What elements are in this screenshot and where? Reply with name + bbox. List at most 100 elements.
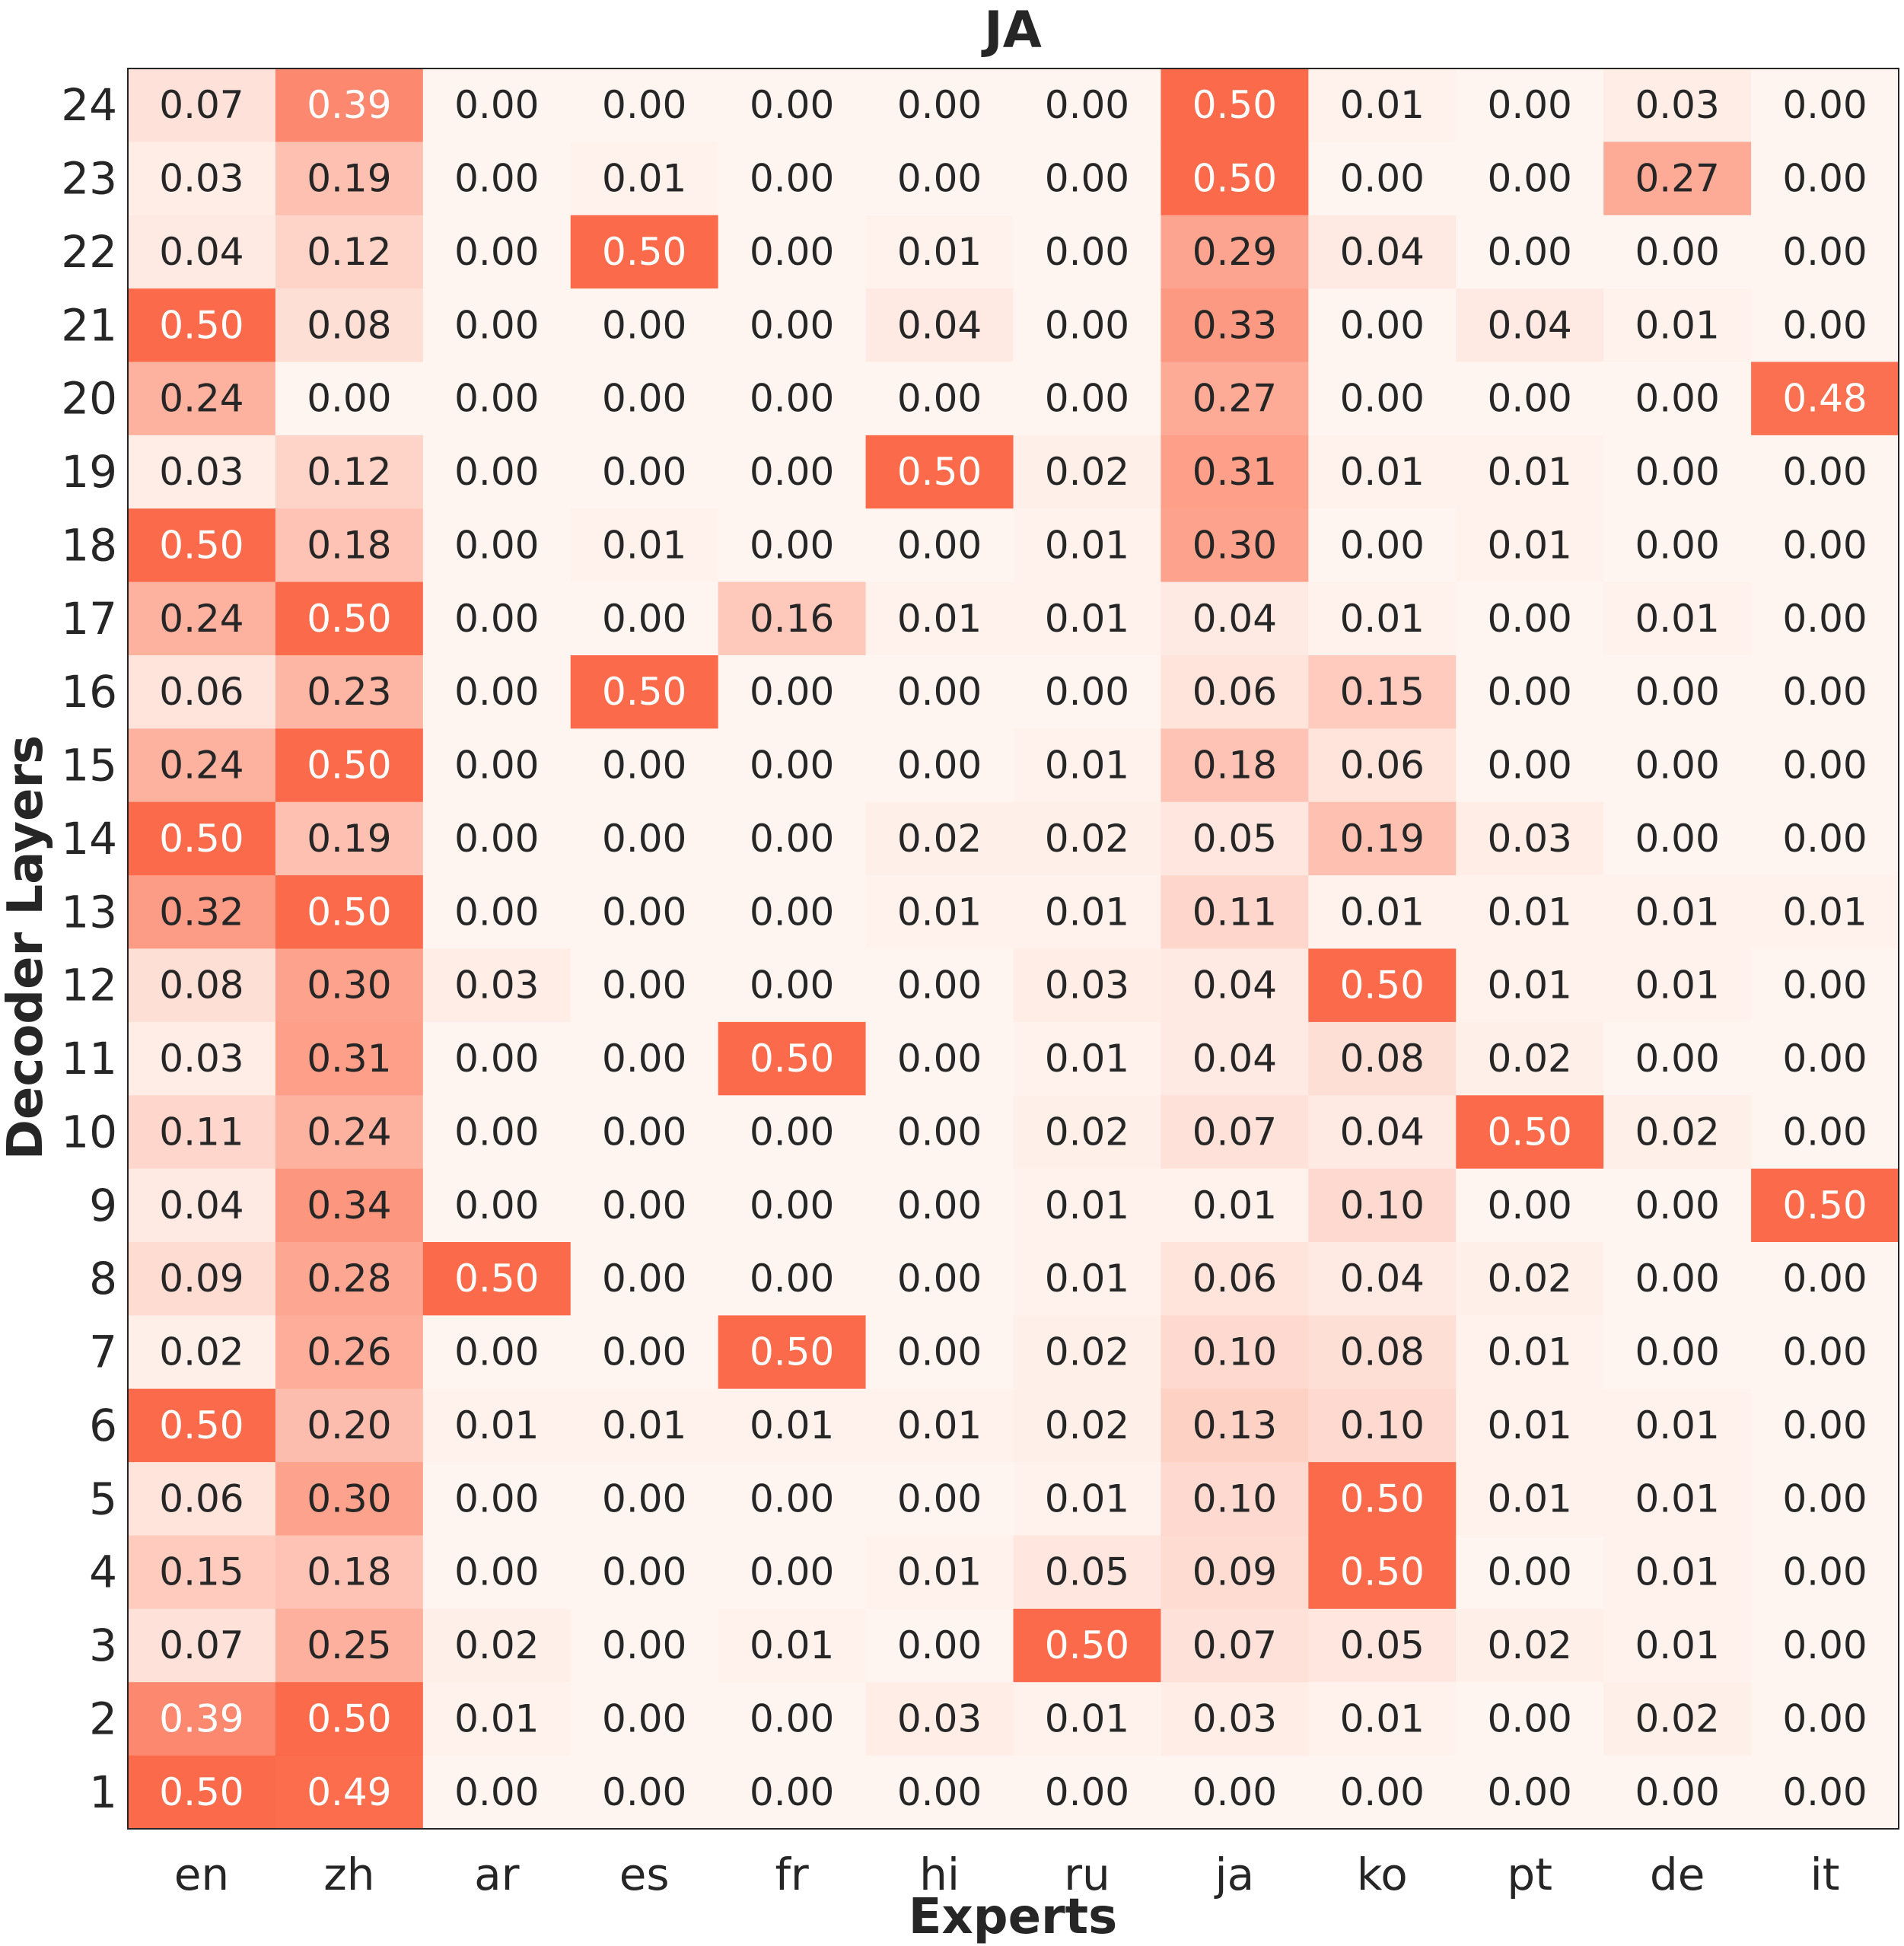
heatmap-cell xyxy=(718,1682,867,1756)
cell-value-label: 0.03 xyxy=(1488,817,1572,861)
heatmap-cell xyxy=(718,1535,867,1610)
heatmap-cell xyxy=(275,655,424,729)
heatmap-cell xyxy=(1308,508,1457,583)
x-tick-label: ru xyxy=(1064,1849,1110,1900)
heatmap-cell xyxy=(1013,215,1161,289)
heatmap-cell xyxy=(422,1388,572,1463)
cell-value-label: 0.01 xyxy=(1488,523,1572,567)
heatmap-cell xyxy=(275,1021,424,1096)
cell-value-label: 0.01 xyxy=(897,1550,982,1594)
heatmap-cell xyxy=(570,142,719,216)
cell-value-label: 0.27 xyxy=(1635,157,1719,201)
heatmap-cell xyxy=(1308,581,1457,656)
heatmap-cell xyxy=(128,68,276,142)
cell-value-label: 0.03 xyxy=(1045,963,1129,1008)
cell-value-label: 0.00 xyxy=(1045,230,1129,274)
heatmap-cell xyxy=(865,1535,1014,1610)
cell-value-label: 0.01 xyxy=(1635,1476,1719,1521)
heatmap-cell xyxy=(718,1388,867,1463)
cell-value-label: 0.00 xyxy=(1488,1696,1572,1741)
cell-value-label: 0.00 xyxy=(1045,670,1129,714)
heatmap-cell xyxy=(1603,142,1752,216)
heatmap-cells: 0.07 0.39 0.00 0.00 0.00 0.00 0.00 0.50 0.01 0.00… xyxy=(128,68,1899,1830)
heatmap-cell xyxy=(1456,801,1604,876)
heatmap-cell xyxy=(1013,1168,1161,1243)
heatmap-cell xyxy=(865,581,1014,656)
y-tick-label: 16 xyxy=(61,666,117,718)
heatmap-cell xyxy=(275,1462,424,1536)
cell-value-label: 0.08 xyxy=(307,303,391,347)
heatmap-cell xyxy=(422,1168,572,1243)
heatmap-cell xyxy=(1161,142,1309,216)
heatmap-cell xyxy=(1013,1242,1161,1316)
heatmap-cell xyxy=(1456,142,1604,216)
cell-value-label: 0.39 xyxy=(159,1696,244,1741)
y-tick-label: 19 xyxy=(61,446,117,498)
heatmap-cell xyxy=(1751,68,1899,142)
cell-value-label: 0.00 xyxy=(1045,377,1129,421)
cell-value-label: 0.00 xyxy=(1045,303,1129,347)
heatmap-cell xyxy=(1013,1608,1161,1683)
cell-value-label: 0.00 xyxy=(454,1330,539,1374)
cell-value-label: 0.05 xyxy=(1045,1550,1129,1594)
cell-value-label: 0.01 xyxy=(897,597,982,641)
cell-value-label: 0.00 xyxy=(750,450,834,494)
cell-value-label: 0.00 xyxy=(1340,523,1425,567)
cell-value-label: 0.02 xyxy=(1488,1256,1572,1301)
heatmap-cell xyxy=(1456,435,1604,509)
heatmap-cell xyxy=(570,1388,719,1463)
heatmap-cell xyxy=(1308,875,1457,949)
heatmap-cell xyxy=(1456,68,1604,142)
y-tick-label: 17 xyxy=(61,593,117,645)
cell-value-label: 0.00 xyxy=(750,523,834,567)
heatmap-cell xyxy=(422,361,572,436)
cell-value-label: 0.50 xyxy=(602,670,686,714)
heatmap-cell xyxy=(1751,728,1899,803)
heatmap-cell xyxy=(275,1608,424,1683)
cell-value-label: 0.00 xyxy=(1192,1770,1277,1814)
heatmap-cell xyxy=(422,288,572,362)
cell-value-label: 0.50 xyxy=(307,890,391,934)
heatmap-cell xyxy=(570,728,719,803)
heatmap-cell xyxy=(1308,1608,1457,1683)
cell-value-label: 0.06 xyxy=(1192,1256,1277,1301)
cell-value-label: 0.04 xyxy=(897,303,982,347)
heatmap-cell xyxy=(422,1462,572,1536)
heatmap-cell xyxy=(128,728,276,803)
y-tick-label: 22 xyxy=(61,226,117,278)
heatmap-cell xyxy=(1161,1242,1309,1316)
cell-value-label: 0.00 xyxy=(750,83,834,127)
cell-value-label: 0.04 xyxy=(1340,1110,1425,1154)
heatmap-cell xyxy=(718,435,867,509)
heatmap-cell xyxy=(1751,948,1899,1023)
cell-value-label: 0.00 xyxy=(897,1623,982,1667)
heatmap-cell xyxy=(865,1608,1014,1683)
heatmap-cell xyxy=(1161,1021,1309,1096)
cell-value-label: 0.31 xyxy=(1192,450,1277,494)
heatmap-cell xyxy=(1751,1168,1899,1243)
heatmap-cell xyxy=(570,581,719,656)
heatmap-cell xyxy=(865,68,1014,142)
heatmap-cell xyxy=(718,1095,867,1170)
heatmap-cell xyxy=(422,1242,572,1316)
x-tick-label: zh xyxy=(323,1849,374,1900)
cell-value-label: 0.00 xyxy=(750,744,834,788)
cell-value-label: 0.01 xyxy=(454,1696,539,1741)
cell-value-label: 0.18 xyxy=(307,523,391,567)
cell-value-label: 0.01 xyxy=(1782,890,1867,934)
heatmap-cell xyxy=(865,875,1014,949)
cell-value-label: 0.00 xyxy=(602,744,686,788)
heatmap-cell xyxy=(128,655,276,729)
cell-value-label: 0.01 xyxy=(1045,1183,1129,1228)
heatmap-cell xyxy=(128,1608,276,1683)
cell-value-label: 0.33 xyxy=(1192,303,1277,347)
heatmap-cell xyxy=(1308,1021,1457,1096)
heatmap-cell xyxy=(1013,875,1161,949)
cell-value-label: 0.00 xyxy=(1782,1770,1867,1814)
cell-value-label: 0.00 xyxy=(454,1550,539,1594)
heatmap-cell xyxy=(128,1095,276,1170)
heatmap-cell xyxy=(1161,361,1309,436)
heatmap-cell xyxy=(1013,948,1161,1023)
heatmap-cell xyxy=(128,142,276,216)
heatmap-cell xyxy=(422,581,572,656)
